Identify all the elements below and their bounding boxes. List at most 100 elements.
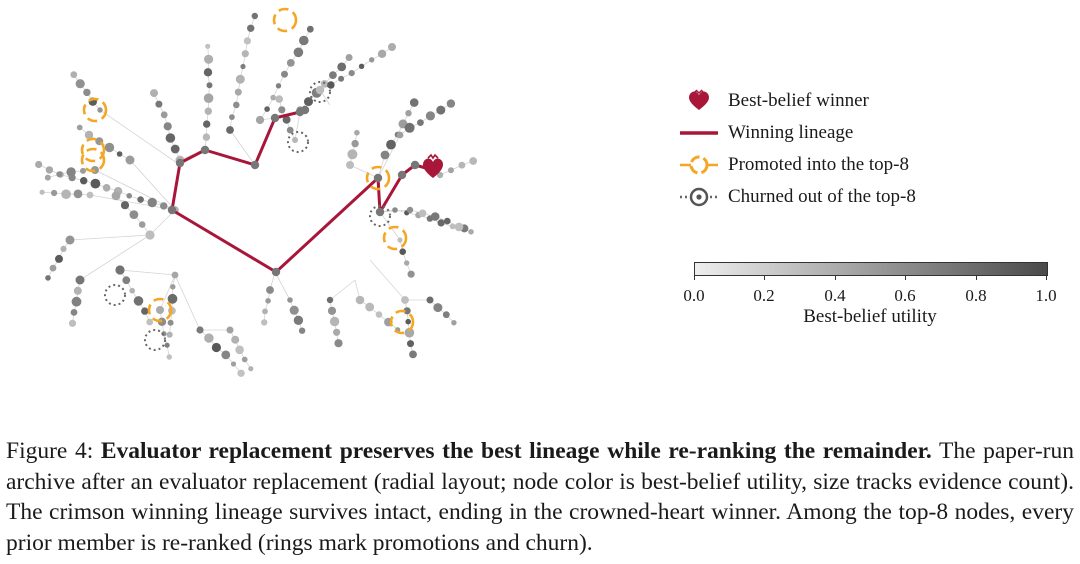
legend-lineage: Winning lineage <box>680 118 853 148</box>
tree-node <box>405 110 412 117</box>
tree-node <box>71 296 82 307</box>
tree-node <box>56 171 63 178</box>
tree-node <box>430 212 440 221</box>
tree-node <box>203 120 211 128</box>
tree-node <box>444 217 451 225</box>
tree-node <box>329 316 340 327</box>
tree-node <box>97 107 103 113</box>
tree-node <box>337 62 347 72</box>
tree-node <box>377 49 387 58</box>
tree-node <box>204 54 214 64</box>
tree-node <box>248 366 254 372</box>
tree-node <box>403 307 411 315</box>
lineage-node <box>397 170 407 180</box>
tree-node <box>247 24 255 32</box>
tree-node <box>70 309 78 316</box>
tree-node <box>230 361 237 367</box>
tree-node <box>286 126 294 134</box>
tree-node <box>84 130 94 140</box>
tree-node <box>102 184 111 192</box>
tree-node <box>75 275 85 285</box>
lineage-node <box>250 160 260 170</box>
tree-node <box>80 177 88 185</box>
tree-node <box>327 81 335 89</box>
tree-node <box>404 260 410 266</box>
tree-edge <box>129 159 176 211</box>
tree-node <box>351 139 359 148</box>
caption-prefix: Figure 4: <box>6 438 101 464</box>
tree-node <box>417 119 424 126</box>
tree-node <box>278 106 286 114</box>
churned-ring <box>309 81 331 103</box>
promoted-ring-icon <box>680 153 718 177</box>
tree-node <box>404 122 415 133</box>
tree-node <box>39 189 45 195</box>
tree-node <box>55 254 63 263</box>
tree-node <box>355 295 365 305</box>
tree-node <box>348 70 355 77</box>
tree-node <box>156 306 164 314</box>
tree-node <box>251 12 258 20</box>
tree-node <box>240 63 246 70</box>
tree-node <box>270 94 277 101</box>
tree-node <box>392 207 398 213</box>
tree-edge <box>379 211 401 241</box>
tree-node <box>354 129 360 136</box>
colorbar-tick-label: 0.0 <box>683 286 705 305</box>
tree-node <box>76 124 83 131</box>
tree-edge <box>369 259 406 301</box>
tree-node <box>141 307 149 315</box>
tree-node <box>165 133 176 143</box>
tree-node <box>454 222 464 232</box>
tree-node <box>275 95 284 103</box>
tree-edge <box>294 111 301 141</box>
tree-node <box>65 235 75 245</box>
tree-node <box>409 98 419 107</box>
tree-node <box>203 68 213 77</box>
lineage-node <box>373 173 383 183</box>
legend-winner: Best-belief winner <box>680 86 869 116</box>
tree-node <box>164 342 170 348</box>
tree-node <box>338 75 345 82</box>
tree-node <box>116 151 123 157</box>
tree-node <box>265 298 271 304</box>
colorbar-tick <box>694 275 695 280</box>
churned-ring-icon <box>680 185 718 209</box>
radial-archive-tree <box>35 7 478 377</box>
tree-node <box>73 189 83 199</box>
tree-node <box>205 43 211 49</box>
caption-body: The paper-run archive after an evaluator… <box>6 438 1074 556</box>
tree-node <box>44 174 51 181</box>
tree-node <box>203 93 214 103</box>
tree-node <box>241 356 248 363</box>
tree-node <box>327 306 337 315</box>
tree-node <box>145 230 155 240</box>
tree-edge <box>79 234 151 281</box>
tree-node <box>35 160 43 169</box>
top8-rings <box>80 7 415 351</box>
tree-node <box>235 74 245 84</box>
tree-node <box>204 333 214 343</box>
tree-node <box>150 89 158 98</box>
tree-node <box>104 142 115 153</box>
tree-node <box>120 201 130 210</box>
tree-node <box>436 105 446 115</box>
promoted-ring <box>389 309 415 335</box>
tree-node <box>60 245 67 252</box>
tree-node <box>397 237 403 243</box>
tree-node <box>298 327 306 334</box>
churned-ring <box>287 131 309 153</box>
tree-node <box>129 210 139 220</box>
colorbar-tick <box>976 275 977 280</box>
tree-node <box>409 350 417 359</box>
churned-ring <box>144 329 166 351</box>
promoted-ring <box>382 225 408 251</box>
tree-node <box>442 311 450 319</box>
tree-node <box>163 122 172 131</box>
tree-node <box>426 296 434 304</box>
colorbar-title: Best-belief utility <box>803 306 937 327</box>
tree-node <box>345 54 353 61</box>
tree-node <box>51 189 58 197</box>
tree-node <box>255 115 265 125</box>
tree-node <box>399 248 407 255</box>
